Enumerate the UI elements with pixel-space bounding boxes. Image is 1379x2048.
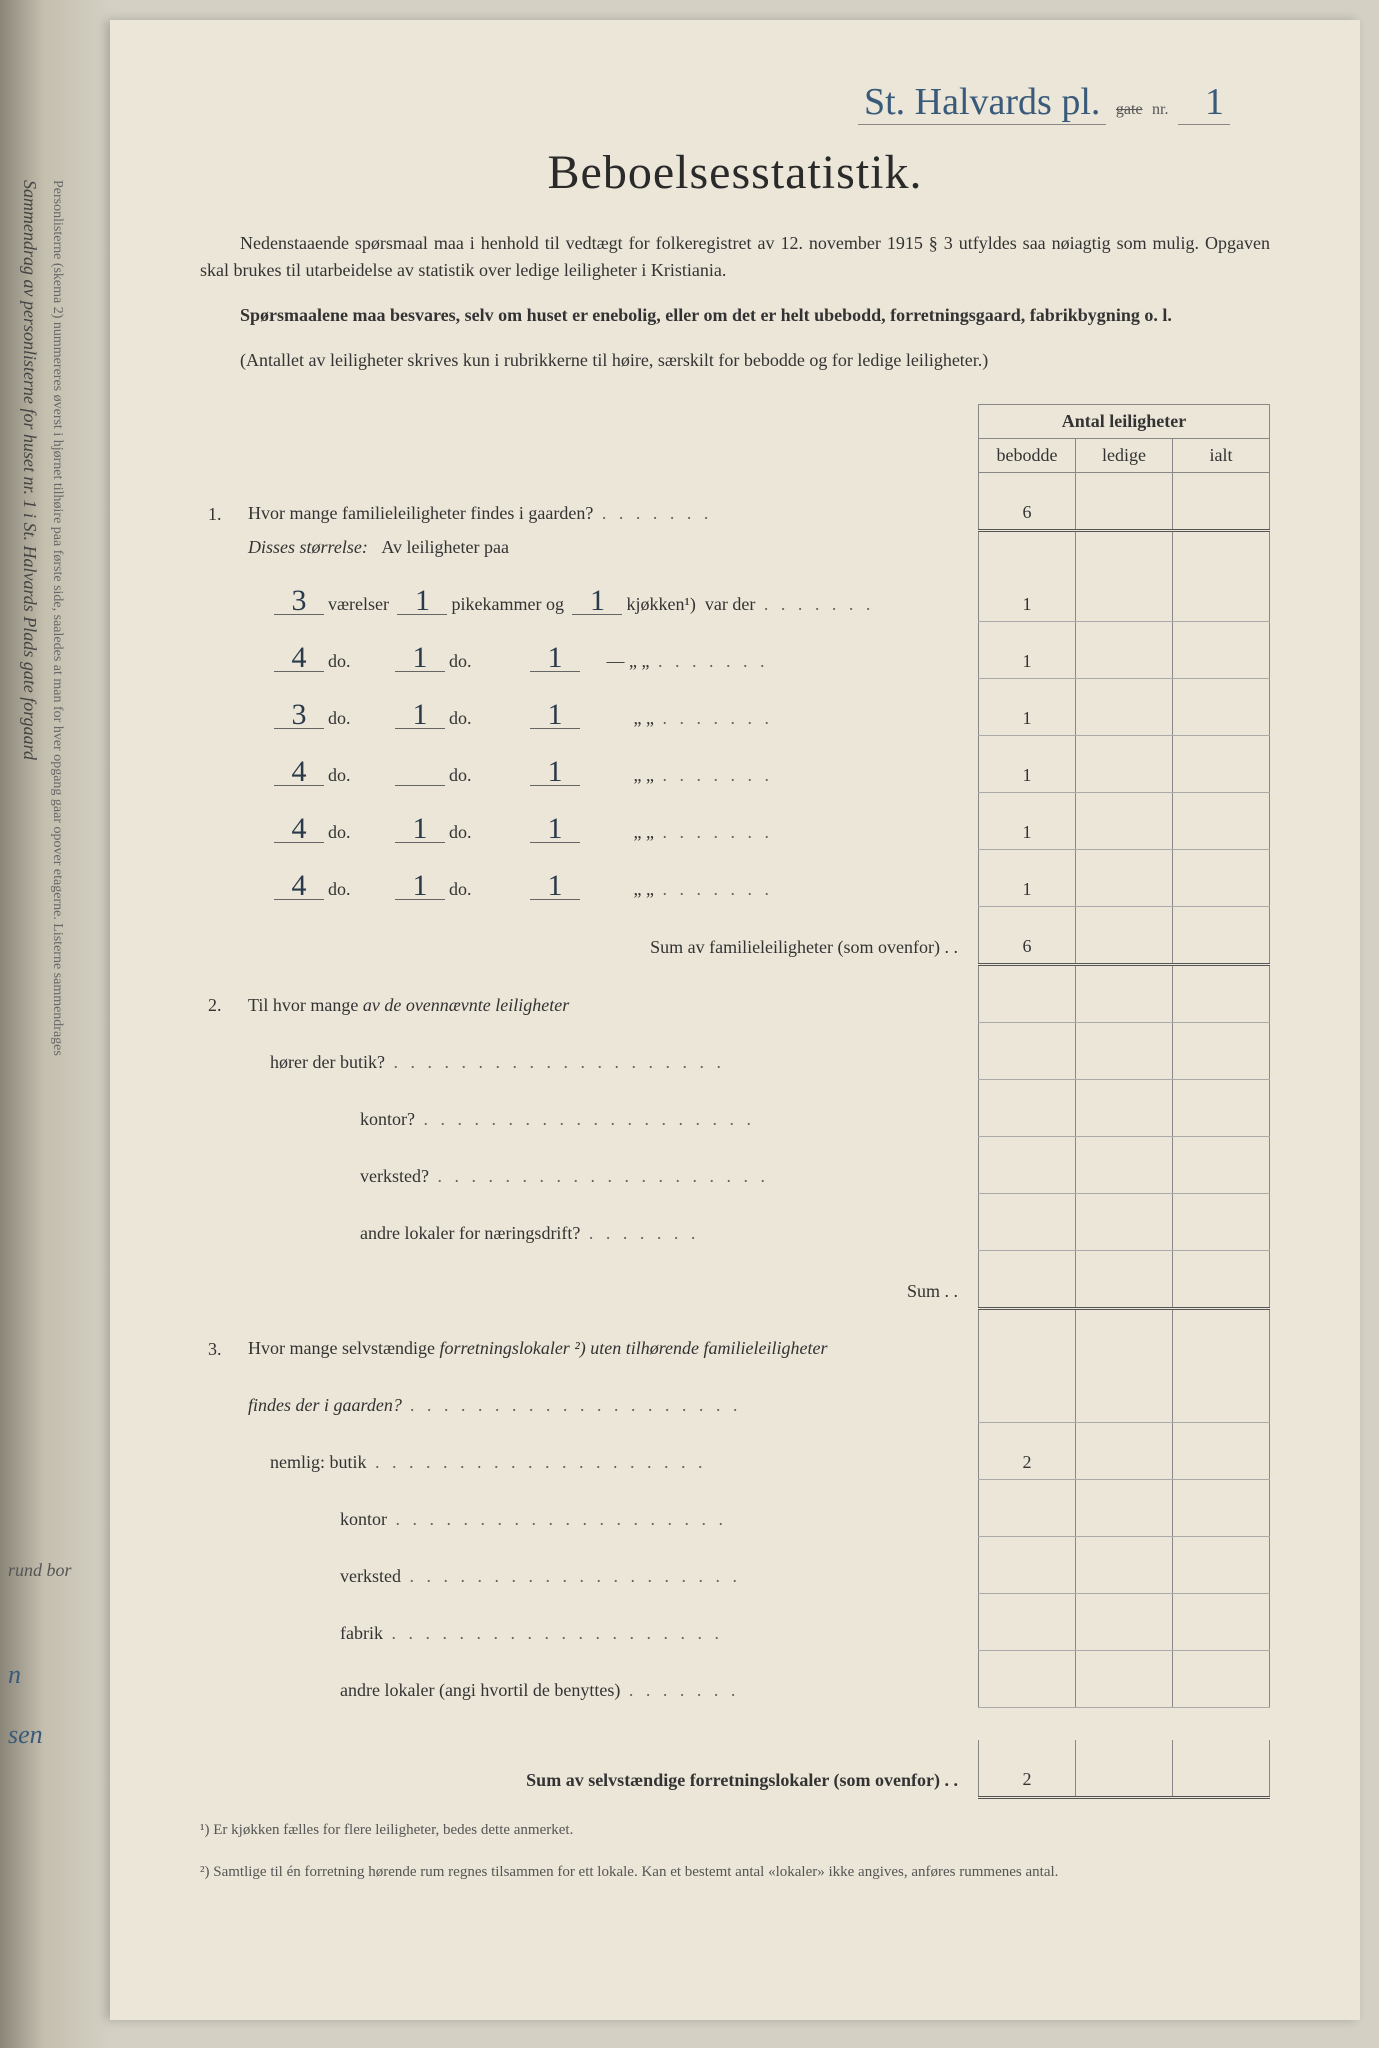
q1-row-1: 4do. 1do. 1 — „ „ 1: [200, 621, 1270, 678]
col-ialt: ialt: [1173, 439, 1270, 473]
q3-row-4: andre lokaler (angi hvortil de benyttes): [200, 1650, 1270, 1707]
header-address: St. Halvards pl. gate nr. 1: [200, 80, 1270, 125]
q2-row-3: andre lokaler for næringsdrift?: [200, 1193, 1270, 1250]
footnote-1: ¹) Er kjøkken fælles for flere leilighet…: [200, 1819, 1270, 1842]
q3-number: 3.: [200, 1308, 240, 1366]
street-handwritten: St. Halvards pl.: [858, 80, 1106, 125]
nr-label: nr.: [1152, 101, 1168, 118]
side-margin-text-main: Sammendrag av personlisterne for huset n…: [19, 180, 40, 1580]
q2-row-2: verksted?: [200, 1136, 1270, 1193]
street-number-handwritten: 1: [1178, 80, 1230, 125]
q3-sum-row: Sum av selvstændige forretningslokaler (…: [200, 1740, 1270, 1798]
q3-row-1: kontor: [200, 1479, 1270, 1536]
q1-sublabel: Disses størrelse: Av leiligheter paa: [240, 531, 979, 565]
table-header-top: Antal leiligheter: [979, 405, 1270, 439]
q1-sum-row: Sum av familieleiligheter (som ovenfor) …: [200, 906, 1270, 964]
col-bebodde: bebodde: [979, 439, 1076, 473]
q1-text: Hvor mange familieleiligheter findes i g…: [240, 473, 979, 531]
q3-row-2: verksted: [200, 1536, 1270, 1593]
q1-row-5: 4do. 1do. 1 „ „ 1: [200, 849, 1270, 906]
document-page: St. Halvards pl. gate nr. 1 Beboelsessta…: [110, 20, 1360, 2020]
side-fragment-1: rund bor: [8, 1560, 72, 1581]
intro-paragraph-2: Spørsmaalene maa besvares, selv om huset…: [200, 302, 1270, 329]
q2-row-1: kontor?: [200, 1079, 1270, 1136]
q1-row-4: 4do. 1do. 1 „ „ 1: [200, 792, 1270, 849]
statistics-table: Antal leiligheter bebodde ledige ialt 1.…: [200, 404, 1270, 1799]
page-title: Beboelsesstatistik.: [200, 145, 1270, 200]
intro-paragraph-3: (Antallet av leiligheter skrives kun i r…: [200, 347, 1270, 374]
q2-sum-row: Sum . .: [200, 1250, 1270, 1308]
q2-number: 2.: [200, 964, 240, 1022]
q1-row-2: 3do. 1do. 1 „ „ 1: [200, 678, 1270, 735]
q3-row-0: nemlig: butik 2: [200, 1422, 1270, 1479]
side-fragment-2: n: [8, 1660, 21, 1690]
intro-paragraph-1: Nedenstaaende spørsmaal maa i henhold ti…: [200, 230, 1270, 284]
q3-text-a: Hvor mange selvstændige forretningslokal…: [240, 1308, 979, 1366]
q2-text: Til hvor mange av de ovennævnte leilighe…: [240, 964, 979, 1022]
side-margin-text-sub: Personlisterne (skema 2) nummereres øver…: [49, 180, 65, 1580]
q1-row-3: 4do. do. 1 „ „ 1: [200, 735, 1270, 792]
q3-text-b: findes der i gaarden?: [200, 1366, 1270, 1423]
q1-row-0: 3værelser 1pikekammer og 1kjøkken¹) var …: [200, 565, 1270, 622]
q1-bebodde: 6: [979, 473, 1076, 531]
q3-row-3: fabrik: [200, 1593, 1270, 1650]
col-ledige: ledige: [1076, 439, 1173, 473]
side-fragment-3: sen: [8, 1720, 43, 1750]
footnote-2: ²) Samtlige til én forretning hørende ru…: [200, 1861, 1270, 1884]
q1-number: 1.: [200, 473, 240, 531]
q2-row-0: hører der butik?: [200, 1022, 1270, 1079]
gate-label: gate: [1116, 101, 1143, 118]
